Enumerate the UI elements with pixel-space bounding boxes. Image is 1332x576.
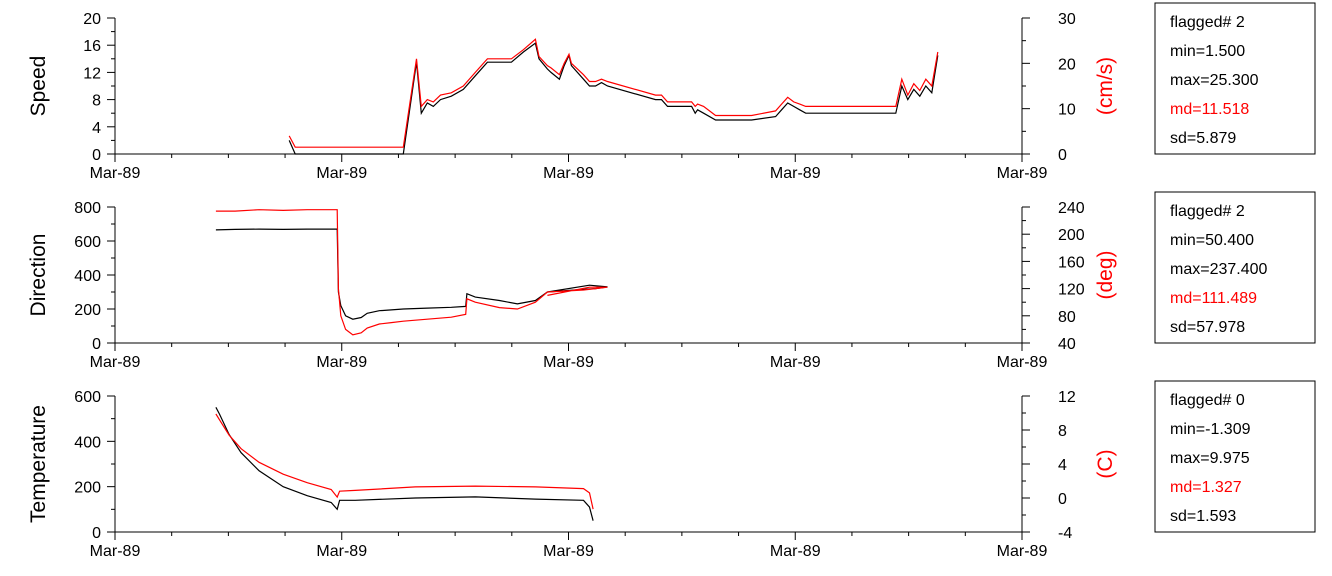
left-tick-label: 8 bbox=[92, 93, 101, 110]
right-tick-label: 12 bbox=[1058, 389, 1076, 406]
left-tick-label: 600 bbox=[74, 389, 101, 406]
left-tick-label: 800 bbox=[74, 200, 101, 217]
right-tick-label: -4 bbox=[1058, 525, 1072, 542]
left-tick-label: 20 bbox=[83, 11, 101, 28]
panel-2: 0 200 400 600 800 40 80 120 160 200 240 Mar-89 Mar-8… bbox=[27, 191, 1316, 371]
series-line-left bbox=[215, 228, 608, 320]
stats-line: max=9.975 bbox=[1170, 450, 1250, 467]
right-tick-label: 80 bbox=[1058, 309, 1076, 326]
stats-box bbox=[1154, 2, 1316, 155]
left-tick-label: 4 bbox=[92, 120, 101, 137]
x-tick-label: Mar-89 bbox=[90, 165, 141, 182]
stats-line: sd=57.978 bbox=[1170, 319, 1245, 336]
series-line-right bbox=[215, 413, 594, 510]
x-tick-label: Mar-89 bbox=[770, 165, 821, 182]
stats-line: flagged# 2 bbox=[1170, 14, 1245, 31]
right-tick-label: 160 bbox=[1058, 254, 1085, 271]
x-tick-label: Mar-89 bbox=[316, 354, 367, 371]
series-line-right bbox=[288, 38, 939, 148]
x-tick-label: Mar-89 bbox=[543, 543, 594, 560]
left-tick-label: 400 bbox=[74, 268, 101, 285]
x-tick-label: Mar-89 bbox=[316, 543, 367, 560]
right-tick-label: 20 bbox=[1058, 56, 1076, 73]
x-tick-label: Mar-89 bbox=[543, 165, 594, 182]
right-tick-label: 120 bbox=[1058, 282, 1085, 299]
series-line-left bbox=[215, 407, 594, 521]
series-line-right bbox=[215, 209, 608, 336]
stats-line: md=111.489 bbox=[1170, 290, 1257, 307]
stats-line: max=237.400 bbox=[1170, 261, 1268, 278]
right-tick-label: 0 bbox=[1058, 491, 1067, 508]
y-axis-label-right: (C) bbox=[1094, 449, 1117, 478]
x-tick-label: Mar-89 bbox=[997, 543, 1048, 560]
y-axis-label: Temperature bbox=[27, 405, 50, 523]
left-tick-label: 12 bbox=[83, 65, 101, 82]
right-tick-label: 0 bbox=[1058, 147, 1067, 164]
x-tick-label: Mar-89 bbox=[90, 354, 141, 371]
stats-line: max=25.300 bbox=[1170, 72, 1259, 89]
left-tick-label: 600 bbox=[74, 234, 101, 251]
y-axis-label-right: (cm/s) bbox=[1094, 57, 1117, 115]
right-tick-label: 40 bbox=[1058, 336, 1076, 353]
y-axis-label: Speed bbox=[27, 56, 50, 117]
stats-line: md=1.327 bbox=[1170, 479, 1242, 496]
left-tick-label: 200 bbox=[74, 302, 101, 319]
left-tick-label: 400 bbox=[74, 434, 101, 451]
stats-line: sd=5.879 bbox=[1170, 130, 1236, 147]
x-tick-label: Mar-89 bbox=[770, 354, 821, 371]
stats-line: sd=1.593 bbox=[1170, 508, 1236, 525]
panel-3: 0 200 400 600 -4 0 4 8 12 Mar-89 Mar-89 Mar-89 Mar-8… bbox=[27, 380, 1316, 560]
left-tick-label: 0 bbox=[92, 147, 101, 164]
x-tick-label: Mar-89 bbox=[543, 354, 594, 371]
stats-line: md=11.518 bbox=[1170, 101, 1249, 118]
left-tick-label: 0 bbox=[92, 336, 101, 353]
stats-line: flagged# 2 bbox=[1170, 203, 1245, 220]
series-line-left bbox=[288, 42, 939, 155]
right-tick-label: 10 bbox=[1058, 102, 1076, 119]
y-axis-label-right: (deg) bbox=[1094, 250, 1117, 299]
stats-line: min=-1.309 bbox=[1170, 421, 1251, 438]
y-axis-label: Direction bbox=[27, 234, 50, 317]
stats-box bbox=[1154, 191, 1316, 344]
x-tick-label: Mar-89 bbox=[997, 165, 1048, 182]
x-tick-label: Mar-89 bbox=[997, 354, 1048, 371]
stats-line: flagged# 0 bbox=[1170, 392, 1245, 409]
left-tick-label: 16 bbox=[83, 38, 101, 55]
x-tick-label: Mar-89 bbox=[770, 543, 821, 560]
right-tick-label: 240 bbox=[1058, 200, 1085, 217]
panel-1: 0 4 8 12 16 20 0 10 20 30 Mar-89 Mar-89 Mar-89 Mar-89… bbox=[27, 2, 1316, 182]
right-tick-label: 8 bbox=[1058, 423, 1067, 440]
right-tick-label: 4 bbox=[1058, 457, 1067, 474]
x-tick-label: Mar-89 bbox=[90, 543, 141, 560]
right-tick-label: 200 bbox=[1058, 227, 1085, 244]
stats-line: min=1.500 bbox=[1170, 43, 1245, 60]
left-tick-label: 200 bbox=[74, 480, 101, 497]
stats-line: min=50.400 bbox=[1170, 232, 1254, 249]
x-tick-label: Mar-89 bbox=[316, 165, 367, 182]
left-tick-label: 0 bbox=[92, 525, 101, 542]
right-tick-label: 30 bbox=[1058, 11, 1076, 28]
stats-box bbox=[1154, 380, 1316, 533]
